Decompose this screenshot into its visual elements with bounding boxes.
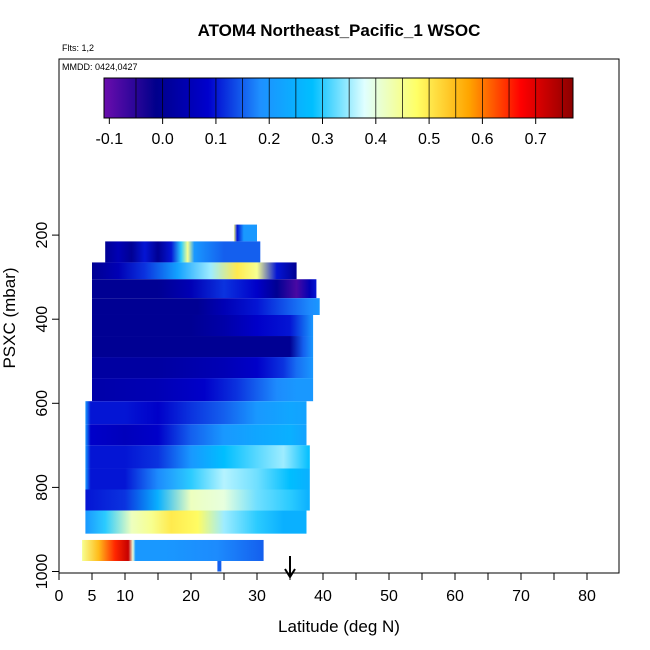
heatmap-row — [233, 224, 257, 242]
heatmap-row — [105, 241, 261, 263]
chart-title: ATOM4 Northeast_Pacific_1 WSOC — [198, 21, 481, 40]
y-tick-label: 400 — [34, 306, 51, 333]
x-tick-label: 50 — [380, 588, 398, 605]
flights-annotation: Flts: 1,2 — [62, 43, 94, 53]
heatmap-row — [92, 357, 314, 379]
y-tick-label: 200 — [34, 222, 51, 249]
x-tick-label: 60 — [446, 588, 464, 605]
heatmap-row — [85, 401, 307, 425]
colorbar-tick-label: 0.7 — [525, 131, 547, 148]
colorbar-tick-label: 0.6 — [471, 131, 493, 148]
x-tick-label: 10 — [116, 588, 134, 605]
heatmap-row — [85, 468, 310, 490]
x-axis: 0 5 10 20 30 40 50 60 70 80 — [55, 573, 596, 605]
heatmap-row — [92, 378, 314, 402]
x-tick-label: 30 — [248, 588, 266, 605]
colorbar-tick-label: 0.3 — [311, 131, 333, 148]
heatmap-row — [92, 298, 320, 315]
x-tick-label: 70 — [512, 588, 530, 605]
heatmap-row — [85, 424, 307, 446]
colorbar: -0.1 0.0 0.1 0.2 0.3 0.4 0.5 0.6 0.7 — [96, 77, 574, 148]
x-tick-label: 40 — [314, 588, 332, 605]
heatmap-row — [82, 539, 264, 561]
y-axis: 200 400 600 800 1000 — [34, 222, 59, 590]
date-annotation: MMDD: 0424,0427 — [62, 62, 138, 72]
y-tick-label: 800 — [34, 474, 51, 501]
colorbar-tick-label: 0.4 — [365, 131, 387, 148]
x-tick-label: 0 — [55, 588, 64, 605]
y-tick-label: 600 — [34, 390, 51, 417]
y-axis-label: PSXC (mbar) — [0, 267, 19, 368]
heatmap-row — [85, 445, 310, 469]
y-tick-label: 1000 — [34, 554, 51, 590]
heatmap-row — [85, 489, 310, 511]
colorbar-tick-label: 0.5 — [418, 131, 440, 148]
x-tick-label: 80 — [578, 588, 596, 605]
heatmap-rows — [82, 224, 320, 572]
x-tick-label: 5 — [88, 588, 97, 605]
colorbar-tick-label: 0.0 — [152, 131, 174, 148]
heatmap-row — [92, 279, 317, 299]
heatmap-row — [92, 262, 297, 280]
colorbar-tick-label: 0.1 — [205, 131, 227, 148]
marker-arrowhead — [284, 568, 296, 579]
heatmap-row — [217, 560, 222, 572]
latitude-marker — [284, 556, 296, 579]
colorbar-tick-label: -0.1 — [96, 131, 124, 148]
heatmap-row — [92, 336, 314, 358]
x-tick-label: 20 — [182, 588, 200, 605]
x-axis-label: Latitude (deg N) — [278, 617, 400, 636]
heatmap-row — [92, 314, 314, 337]
colorbar-gradient — [103, 77, 574, 119]
heatmap-row — [85, 510, 307, 534]
colorbar-tick-label: 0.2 — [258, 131, 280, 148]
plot-frame — [58, 58, 620, 574]
